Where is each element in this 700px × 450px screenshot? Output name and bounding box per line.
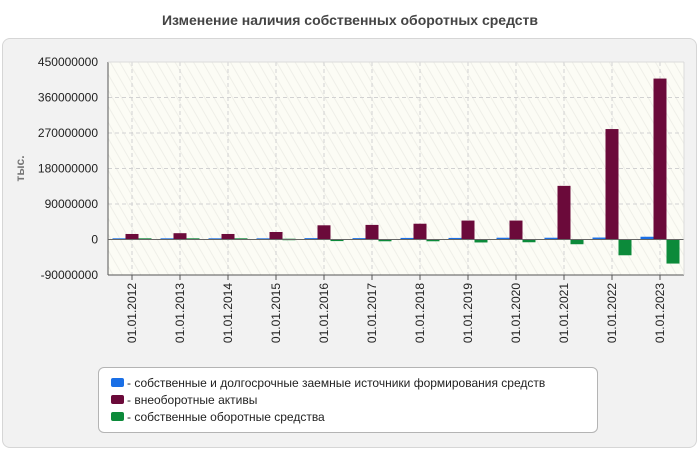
x-tick-label: 01.01.2021 <box>557 283 571 343</box>
legend-entry: - внеоборотные активы <box>111 391 597 408</box>
bar <box>173 233 187 240</box>
bar <box>365 224 379 240</box>
x-tick-label: 01.01.2013 <box>173 283 187 343</box>
x-tick-label: 01.01.2018 <box>413 283 427 343</box>
bar <box>496 237 510 240</box>
legend-entry: - собственные и долгосрочные заемные ист… <box>111 374 597 391</box>
bar <box>557 185 571 240</box>
bar <box>544 237 558 240</box>
legend-swatch <box>111 412 124 421</box>
x-tick-label: 01.01.2012 <box>125 283 139 343</box>
bar <box>269 232 283 240</box>
y-tick-label: 360000000 <box>38 91 98 105</box>
chart-title: Изменение наличия собственных оборотных … <box>161 12 539 28</box>
bar <box>474 239 488 243</box>
bar <box>509 220 523 240</box>
chart-legend: - собственные и долгосрочные заемные ист… <box>98 367 598 433</box>
x-tick-label: 01.01.2022 <box>605 283 619 343</box>
bar <box>330 239 344 242</box>
y-axis-label: тыс. <box>13 155 27 181</box>
bar <box>461 220 475 240</box>
legend-swatch <box>111 395 124 404</box>
bar <box>570 239 584 245</box>
bar <box>605 129 619 240</box>
x-tick-label: 01.01.2017 <box>365 283 379 343</box>
x-tick-label: 01.01.2014 <box>221 283 235 343</box>
bar <box>618 239 632 256</box>
y-tick-label: 270000000 <box>38 126 98 140</box>
x-tick-label: 01.01.2020 <box>509 283 523 343</box>
bar <box>378 239 392 242</box>
bar <box>426 239 440 242</box>
x-tick-label: 01.01.2019 <box>461 283 475 343</box>
bar <box>413 223 427 240</box>
bar <box>640 236 654 240</box>
bar <box>448 237 462 240</box>
legend-label: - собственные и долгосрочные заемные ист… <box>127 375 546 390</box>
legend-label: - внеоборотные активы <box>127 392 258 407</box>
x-tick-label: 01.01.2015 <box>269 283 283 343</box>
bar <box>666 239 680 264</box>
bar <box>592 237 606 240</box>
y-tick-label: 180000000 <box>38 162 98 176</box>
bar <box>317 225 331 240</box>
bar <box>522 239 536 243</box>
legend-swatch <box>111 378 124 387</box>
bar <box>352 238 366 240</box>
bar <box>400 237 414 240</box>
y-tick-label: 90000000 <box>45 197 99 211</box>
y-tick-label: -90000000 <box>41 268 99 282</box>
x-tick-label: 01.01.2016 <box>317 283 331 343</box>
bar <box>653 78 667 240</box>
x-tick-label: 01.01.2023 <box>653 283 667 343</box>
y-tick-label: 450000000 <box>38 55 98 69</box>
y-tick-label: 0 <box>91 233 98 247</box>
bar <box>221 233 235 240</box>
legend-entry: - собственные оборотные средства <box>111 408 597 425</box>
bar <box>304 238 318 240</box>
legend-label: - собственные оборотные средства <box>127 409 325 424</box>
bar <box>125 233 139 240</box>
